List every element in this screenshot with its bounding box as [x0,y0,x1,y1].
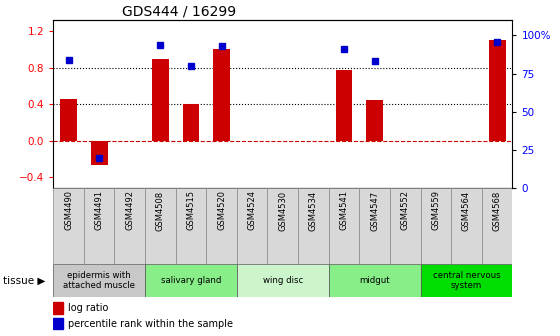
Bar [329,188,360,264]
Text: GSM4515: GSM4515 [186,191,195,230]
Bar [206,188,237,264]
Text: GSM4534: GSM4534 [309,191,318,230]
Bar [53,264,145,297]
Bar [390,188,421,264]
Text: GSM4508: GSM4508 [156,191,165,230]
Text: GSM4547: GSM4547 [370,191,379,230]
Text: wing disc: wing disc [263,276,303,285]
Text: tissue ▶: tissue ▶ [3,276,45,286]
Bar [84,188,114,264]
Bar [53,188,84,264]
Text: central nervous
system: central nervous system [433,271,500,290]
Text: GSM4559: GSM4559 [431,191,440,230]
Text: GSM4492: GSM4492 [125,191,134,230]
Bar [60,99,77,141]
Text: salivary gland: salivary gland [161,276,221,285]
Bar [329,264,421,297]
Bar [451,188,482,264]
Text: GSM4491: GSM4491 [95,191,104,230]
Text: GDS444 / 16299: GDS444 / 16299 [122,5,236,19]
Bar [152,58,169,141]
Bar [176,188,206,264]
Text: GSM4552: GSM4552 [401,191,410,230]
Text: log ratio: log ratio [68,303,109,313]
Text: midgut: midgut [360,276,390,285]
Bar [298,188,329,264]
Text: GSM4568: GSM4568 [493,191,502,231]
Bar [145,188,176,264]
Bar [145,264,237,297]
Bar [360,188,390,264]
Bar [421,188,451,264]
Text: GSM4520: GSM4520 [217,191,226,230]
Text: epidermis with
attached muscle: epidermis with attached muscle [63,271,135,290]
Text: percentile rank within the sample: percentile rank within the sample [68,319,234,329]
Bar [421,264,512,297]
Bar [53,318,63,329]
Bar [237,264,329,297]
Bar [482,188,512,264]
Text: GSM4524: GSM4524 [248,191,256,230]
Text: GSM4530: GSM4530 [278,191,287,230]
Bar [91,141,108,165]
Bar [268,188,298,264]
Bar [213,49,230,141]
Bar [114,188,145,264]
Bar [237,188,268,264]
Bar [489,40,506,141]
Text: GSM4564: GSM4564 [462,191,471,230]
Bar [366,99,383,141]
Bar [183,104,199,141]
Text: GSM4490: GSM4490 [64,191,73,230]
Bar [53,302,63,314]
Bar [335,70,352,141]
Text: GSM4541: GSM4541 [339,191,348,230]
